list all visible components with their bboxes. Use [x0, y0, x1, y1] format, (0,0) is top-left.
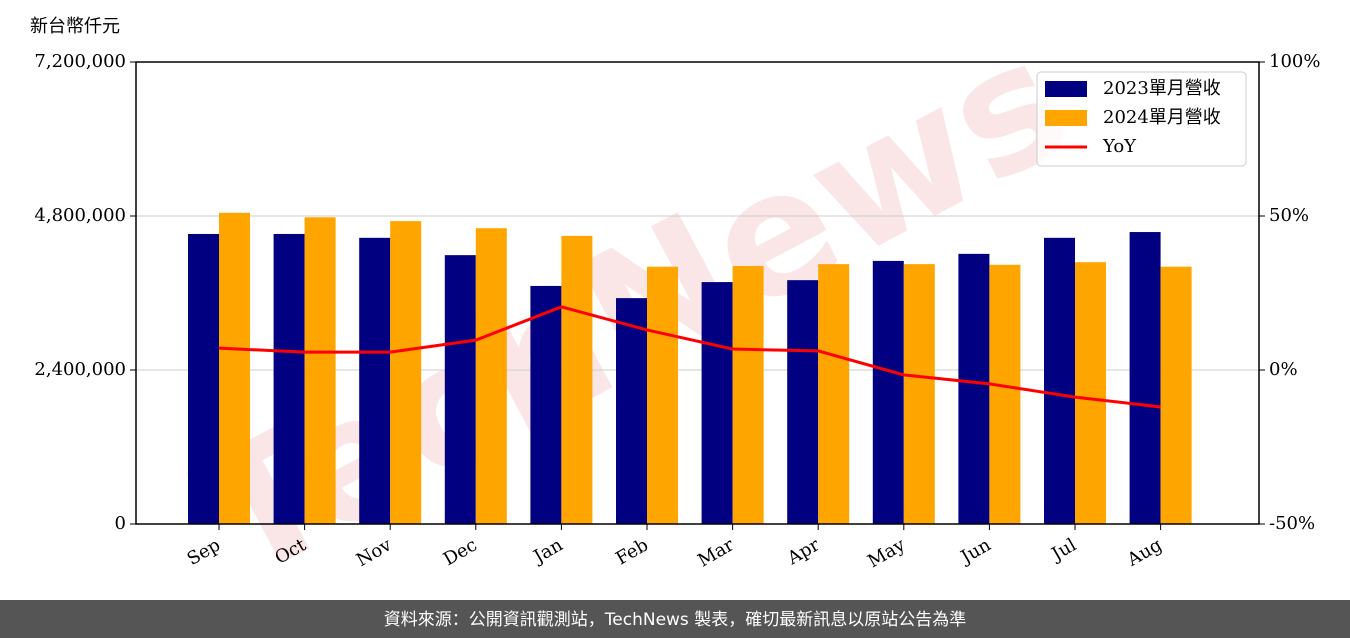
y2-tick-label: 100% [1269, 51, 1320, 72]
y-tick-label: 7,200,000 [34, 51, 126, 72]
bar [219, 212, 250, 524]
bar [475, 228, 507, 525]
footer-source: 資料來源：公開資訊觀測站，TechNews 製表，確切最新訊息以原站公告為準 [384, 610, 966, 630]
y2-tick-label: 50% [1269, 205, 1309, 226]
legend-box [1036, 71, 1247, 167]
x-tick-label: Dec [440, 534, 481, 570]
bar [989, 264, 1021, 524]
x-tick-label: Sep [184, 534, 224, 569]
bar [444, 255, 476, 524]
y-axis-label: 新台幣仟元 [30, 16, 120, 37]
bar [787, 280, 819, 524]
legend-label: 2024單月營收 [1103, 107, 1221, 128]
x-tick-label: Jul [1046, 534, 1080, 566]
bar [647, 266, 678, 524]
bar [903, 264, 935, 524]
bar [1044, 237, 1075, 525]
x-tick-label: Jan [529, 534, 567, 568]
bar [188, 233, 219, 524]
bar [732, 266, 764, 524]
bar [1129, 232, 1161, 524]
x-tick-label: Apr [783, 534, 823, 569]
bar [958, 253, 990, 524]
legend-label: YoY [1102, 136, 1137, 157]
bar [701, 282, 733, 524]
y-tick-label: 0 [115, 513, 126, 534]
legend-swatch [1045, 81, 1087, 97]
x-tick-label: Mar [694, 534, 738, 571]
footer-bar [0, 600, 1350, 638]
y-tick-label: 2,400,000 [34, 359, 126, 380]
bar [616, 298, 647, 524]
x-tick-label: Feb [612, 534, 652, 569]
yoy-line [218, 305, 1161, 409]
bar [273, 233, 305, 524]
y2-tick-label: -50% [1269, 513, 1315, 534]
y-tick-label: 4,800,000 [34, 205, 126, 226]
bar [390, 221, 422, 524]
bar [1160, 266, 1192, 524]
bar [561, 235, 593, 524]
legend-label: 2023單月營收 [1103, 78, 1221, 99]
bar [359, 237, 391, 525]
x-tick-label: May [864, 534, 909, 572]
x-tick-label: Aug [1123, 534, 1166, 571]
y2-tick-label: 0% [1269, 359, 1298, 380]
plot-frame [135, 61, 1260, 525]
bar [304, 217, 336, 525]
bar [872, 260, 904, 524]
legend-swatch [1045, 110, 1087, 126]
bar [1075, 262, 1106, 524]
bar [530, 285, 562, 524]
bar [818, 264, 850, 524]
x-tick-label: Jun [956, 534, 995, 569]
